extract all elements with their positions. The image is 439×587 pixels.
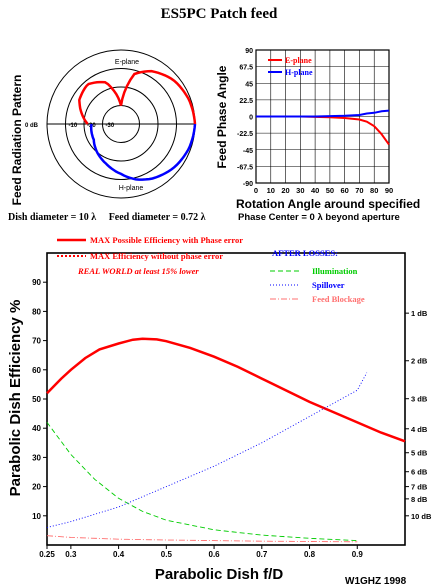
polar-zero-label: 0 dB [25, 123, 39, 129]
loss-legend-label: Illumination [312, 266, 358, 276]
main-xlabel: Parabolic Dish f/D [155, 566, 284, 583]
phase-xtick-label: 0 [254, 186, 258, 195]
phase-xtick-label: 30 [296, 186, 304, 195]
phase-xtick-label: 20 [281, 186, 289, 195]
phase-ytick-label: 22.5 [239, 98, 253, 105]
pattern-ylabel: Feed Radiation Pattern [10, 75, 24, 206]
polar-ring-label: -30 [106, 123, 115, 129]
phase-xlabel: Rotation Angle around specified [236, 197, 420, 211]
phase-ytick-label: 0 [249, 115, 253, 122]
main-xtick-label: 0.4 [113, 550, 125, 559]
pattern-caption: Dish diameter = 10 λ Feed diameter = 0.7… [8, 212, 206, 223]
db-tick-label: 5 dB [411, 449, 428, 458]
main-ytick-label: 50 [32, 395, 41, 404]
phase-xtick-label: 60 [340, 186, 348, 195]
db-tick-label: 7 dB [411, 483, 428, 492]
phase-ylabel: Feed Phase Angle [215, 65, 229, 168]
credit: W1GHZ 1998 [345, 576, 407, 587]
main-ytick-label: 60 [32, 366, 41, 375]
main-ytick-label: 70 [32, 337, 41, 346]
db-tick-label: 10 dB [411, 512, 432, 521]
phase-ytick-label: 90 [245, 48, 253, 55]
phase-xtick-label: 80 [370, 186, 378, 195]
main-ytick-label: 90 [32, 278, 41, 287]
h-plane-label: H-plane [119, 185, 144, 192]
phase-ytick-label: -22.5 [237, 131, 253, 138]
db-tick-label: 3 dB [411, 395, 428, 404]
h-plane-pattern [89, 123, 197, 181]
illumination-line [46, 422, 358, 542]
db-tick-label: 6 dB [411, 468, 428, 477]
loss-legend-label: Spillover [312, 280, 345, 290]
e-plane-phase-line [256, 115, 390, 146]
main-xtick-label: 0.3 [65, 550, 77, 559]
spillover-line [46, 372, 368, 528]
polar-ring-label: -10 [69, 123, 78, 129]
phase-angle-panel: 0 10 20 30 40 50 60 70 80 90 90 67.5 45 22.5 0 -22.5 -45… [237, 48, 393, 195]
phase-legend-label: E-plane [285, 56, 312, 65]
feed-blockage-line [46, 535, 358, 543]
phase-xtick-label: 40 [311, 186, 319, 195]
legend-solid-label: MAX Possible Efficiency with Phase error [90, 235, 243, 245]
main-xtick-label: 0.6 [209, 550, 221, 559]
db-tick-label: 4 dB [411, 425, 428, 434]
after-losses-label: AFTER LOSSES: [272, 248, 338, 258]
main-ytick-label: 10 [32, 512, 41, 521]
phase-xtick-label: 50 [326, 186, 334, 195]
phase-ytick-label: 45 [245, 81, 253, 88]
efficiency-panel: 0.25 0.3 0.4 0.5 0.6 0.7 0.8 0.9 10 20 30 40 50 60 70 8… [32, 235, 432, 559]
main-ytick-label: 80 [32, 307, 41, 316]
loss-legend-label: Feed Blockage [312, 294, 365, 304]
main-xtick-label: 0.9 [352, 550, 364, 559]
db-tick-label: 1 dB [411, 309, 428, 318]
efficiency-line [46, 337, 406, 443]
main-xtick-label: 0.7 [256, 550, 268, 559]
phase-xtick-label: 10 [267, 186, 275, 195]
phase-ytick-label: -45 [243, 148, 253, 155]
main-xtick-label: 0.8 [304, 550, 316, 559]
phase-xtick-label: 90 [385, 186, 393, 195]
phase-ytick-label: -90 [243, 181, 253, 188]
phase-subcaption: Phase Center = 0 λ beyond aperture [238, 212, 400, 223]
real-world-note: REAL WORLD at least 15% lower [77, 266, 199, 276]
main-frame [46, 252, 406, 546]
phase-xtick-label: 70 [355, 186, 363, 195]
main-ylabel: Parabolic Dish Efficiency % [7, 300, 24, 497]
main-ytick-label: 40 [32, 424, 41, 433]
figure-title: ES5PC Patch feed [161, 6, 278, 22]
main-xtick-label: 0.5 [161, 550, 173, 559]
db-tick-label: 8 dB [411, 495, 428, 504]
phase-ytick-label: 67.5 [239, 65, 253, 72]
db-tick-label: 2 dB [411, 357, 428, 366]
main-ytick-label: 20 [32, 483, 41, 492]
e-plane-pattern [78, 69, 197, 125]
main-xtick-label: 0.25 [39, 550, 55, 559]
phase-legend-label: H-plane [285, 68, 313, 77]
phase-ytick-label: -67.5 [237, 164, 253, 171]
legend-dotted-label: MAX Efficiency without phase error [90, 251, 223, 261]
main-ytick-label: 30 [32, 453, 41, 462]
h-plane-phase-line [256, 109, 390, 118]
e-plane-label: E-plane [115, 59, 139, 66]
